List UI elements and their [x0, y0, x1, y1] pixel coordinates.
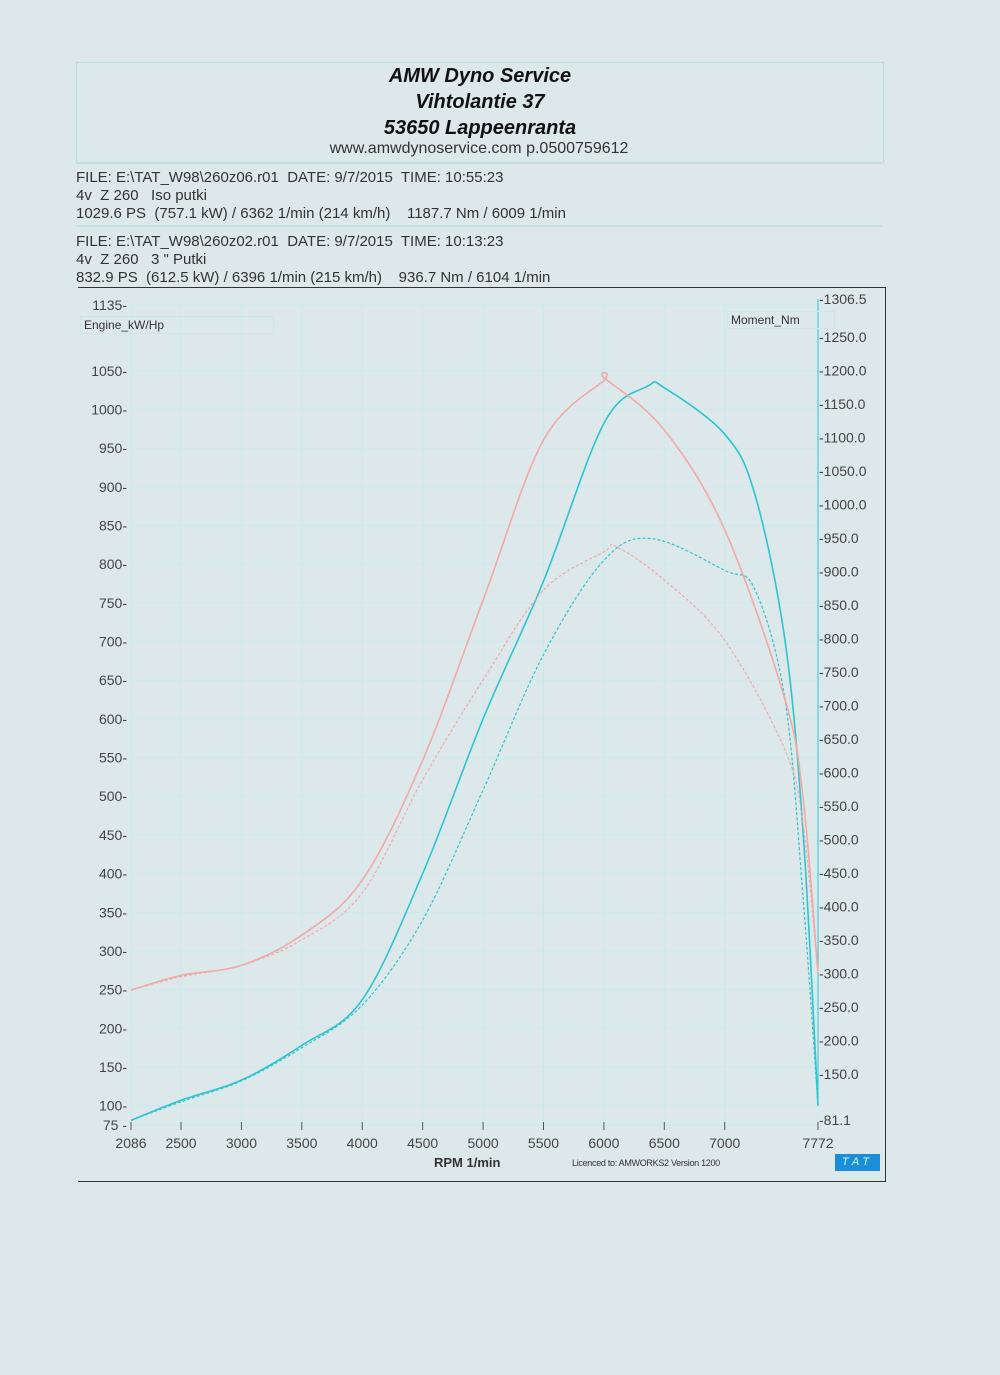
x-axis-label: RPM 1/min — [434, 1155, 501, 1170]
series-run2-power — [130, 537, 819, 1121]
series-run1-torque — [130, 371, 819, 991]
y-right-tick-label: -1000.0 — [819, 496, 867, 512]
y-right-tick-label: -450.0 — [819, 865, 859, 881]
run-info-1: FILE: E:\TAT_W98\260z06.r01 DATE: 9/7/20… — [76, 169, 882, 227]
y-left-tick-label: 300- — [99, 943, 127, 959]
y-left-tick-label: 500- — [99, 788, 127, 804]
x-tick-label: 5500 — [528, 1135, 559, 1151]
run-desc-line: 4v Z 260 3 " Putki — [76, 251, 207, 268]
company-web-phone: www.amwdynoservice.com p.0500759612 — [76, 140, 882, 164]
x-tick-label: 7000 — [709, 1135, 740, 1151]
company-name: AMW Dyno Service — [388, 65, 572, 87]
run-file-line: FILE: E:\TAT_W98\260z02.r01 DATE: 9/7/20… — [76, 233, 504, 250]
x-tick-label: 2500 — [165, 1135, 196, 1151]
y-left-tick-label: 400- — [99, 866, 127, 882]
x-tick-label: 3000 — [226, 1135, 257, 1151]
y-left-tick-label: 550- — [99, 750, 127, 766]
y-left-tick-label: 1050- — [91, 363, 127, 379]
x-tick-label: 7772 — [802, 1135, 833, 1151]
left-axis-label: Engine_kW/Hp — [80, 316, 274, 334]
y-left-tick-label: 75 - — [103, 1117, 127, 1133]
y-left-tick-label: 150- — [99, 1059, 127, 1075]
y-right-tick-label: -350.0 — [819, 932, 859, 948]
x-tick-label: 4500 — [407, 1135, 438, 1151]
y-left-tick-label: 350- — [99, 904, 127, 920]
company-city: 53650 Lappeenranta — [383, 117, 577, 139]
y-right-tick-label: -950.0 — [819, 530, 859, 546]
y-right-tick-label: -650.0 — [819, 731, 859, 747]
y-right-tick-label: -200.0 — [819, 1032, 859, 1048]
y-right-tick-label: -800.0 — [819, 630, 859, 646]
y-right-tick-label: -550.0 — [819, 798, 859, 814]
y-left-tick-label: 450- — [99, 827, 127, 843]
y-left-tick-label: 1135- — [92, 297, 127, 313]
y-right-tick-label: -700.0 — [819, 697, 859, 713]
y-left-tick-label: 1000- — [91, 401, 127, 417]
y-left-tick-label: 950- — [99, 440, 127, 456]
y-right-tick-label: -600.0 — [819, 764, 859, 780]
x-tick-label: 5000 — [468, 1135, 499, 1151]
run-file-line: FILE: E:\TAT_W98\260z06.r01 DATE: 9/7/20… — [76, 169, 504, 186]
y-right-tick-label: -850.0 — [819, 597, 859, 613]
x-tick-label: 3500 — [286, 1135, 317, 1151]
x-tick-label: 4000 — [347, 1135, 378, 1151]
y-left-tick-label: 650- — [99, 672, 127, 688]
x-tick-label: 6000 — [588, 1135, 619, 1151]
right-axis-label: Moment_Nm — [727, 311, 835, 329]
y-right-tick-label: -1100.0 — [819, 429, 866, 445]
y-left-tick-label: 750- — [99, 595, 127, 611]
y-left-tick-label: 850- — [99, 517, 127, 533]
y-right-tick-label: -81.1 — [819, 1112, 851, 1128]
y-left-tick-label: 200- — [99, 1020, 127, 1036]
y-right-tick-label: -900.0 — [819, 563, 859, 579]
x-tick-label: 6500 — [649, 1135, 680, 1151]
y-right-tick-label: -1200.0 — [819, 362, 867, 378]
y-left-tick-label: 100- — [99, 1098, 127, 1114]
run-desc-line: 4v Z 260 Iso putki — [76, 187, 207, 204]
company-street: Vihtolantie 37 — [415, 91, 545, 113]
y-left-tick-label: 600- — [99, 711, 127, 727]
chart-frame — [78, 287, 886, 1182]
y-right-tick-label: -250.0 — [819, 999, 859, 1015]
y-right-tick-label: -500.0 — [819, 831, 859, 847]
run-result-line: 1029.6 PS (757.1 kW) / 6362 1/min (214 k… — [76, 205, 566, 222]
y-right-tick-label: -300.0 — [819, 965, 859, 981]
series-run2-torque — [130, 543, 819, 991]
y-right-tick-label: -150.0 — [819, 1066, 859, 1082]
report-header: AMW Dyno Service Vihtolantie 37 53650 La… — [76, 62, 884, 163]
y-right-tick-label: -400.0 — [819, 898, 859, 914]
y-left-tick-label: 700- — [99, 634, 127, 650]
y-left-tick-label: 900- — [99, 479, 127, 495]
y-right-tick-label: -1306.5 — [819, 291, 867, 307]
series-run1-power — [130, 380, 819, 1122]
run-result-line: 832.9 PS (612.5 kW) / 6396 1/min (215 km… — [76, 269, 551, 286]
y-right-tick-label: -1250.0 — [819, 329, 867, 345]
license-text: Licenced to: AMWORKS2 Version 1200 — [572, 1158, 720, 1168]
x-tick-label: 2086 — [115, 1135, 146, 1151]
y-right-tick-label: -1050.0 — [819, 463, 867, 479]
tat-logo: TAT — [835, 1154, 880, 1171]
run-info-2: FILE: E:\TAT_W98\260z02.r01 DATE: 9/7/20… — [76, 233, 882, 287]
y-left-tick-label: 250- — [99, 982, 127, 998]
y-right-tick-label: -1150.0 — [819, 396, 866, 412]
y-right-tick-label: -750.0 — [819, 664, 859, 680]
y-left-tick-label: 800- — [99, 556, 127, 572]
